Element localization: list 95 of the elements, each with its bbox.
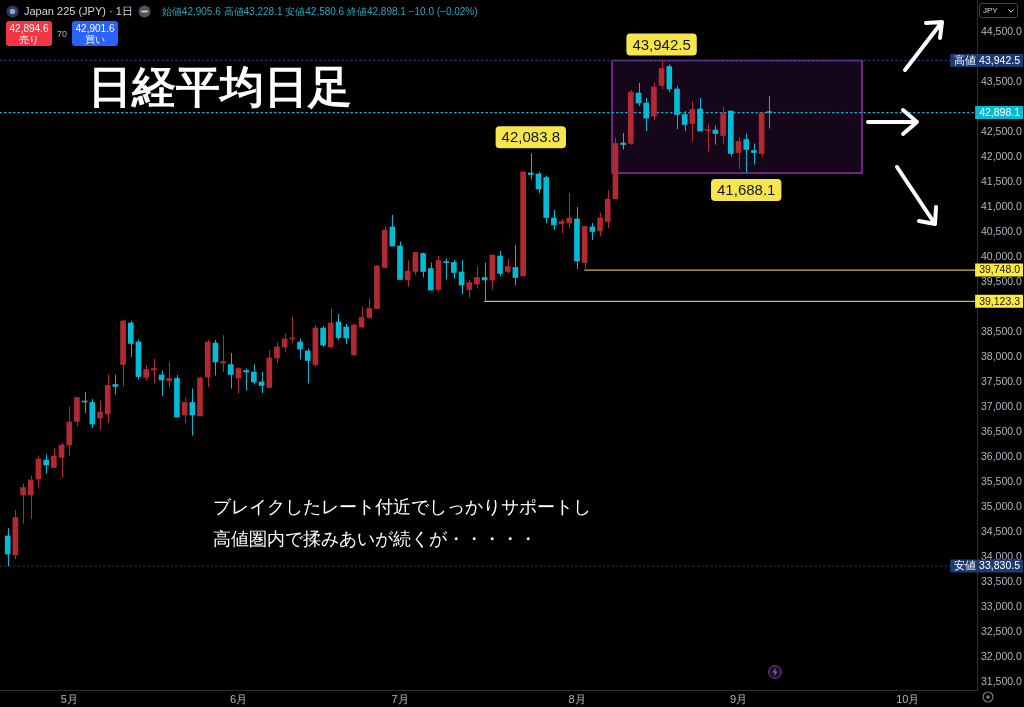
candlestick bbox=[443, 258, 450, 280]
buy-button: 42,901.6 買い bbox=[72, 21, 118, 46]
y-tick-label: 37,500.0 bbox=[981, 375, 1023, 388]
ref-line-label: 39,748.0 bbox=[979, 263, 1021, 276]
candlestick bbox=[751, 143, 757, 165]
candlestick bbox=[404, 260, 411, 287]
candlestick bbox=[689, 100, 696, 142]
candlestick bbox=[720, 106, 726, 145]
candlestick bbox=[551, 209, 557, 231]
candlestick bbox=[420, 252, 426, 278]
y-tick-label: 44,500.0 bbox=[981, 25, 1023, 38]
candlestick bbox=[189, 388, 196, 436]
candlestick bbox=[497, 250, 503, 277]
x-tick-label: 6月 bbox=[229, 692, 248, 705]
ref-line-label: 高値 43,942.5 bbox=[954, 53, 1021, 66]
annotation: 41,688.1 bbox=[717, 181, 776, 199]
candlestick bbox=[227, 352, 234, 389]
x-tick-label: 9月 bbox=[729, 692, 748, 705]
candlestick bbox=[451, 259, 457, 279]
x-tick-label: 7月 bbox=[391, 692, 409, 705]
candlestick bbox=[66, 406, 73, 456]
currency-dropdown: JPY bbox=[979, 3, 1018, 18]
candlestick bbox=[4, 527, 11, 567]
ref-line-label: 42,898.1 bbox=[979, 105, 1021, 118]
annotation: 高値圏内で揉みあいが続くが・・・・・ bbox=[213, 528, 537, 550]
sell-button: 42,894.6 売り bbox=[6, 21, 52, 46]
y-tick-label: 36,000.0 bbox=[981, 450, 1023, 463]
candlestick bbox=[427, 262, 434, 291]
candlestick bbox=[97, 400, 103, 431]
y-tick-label: 41,000.0 bbox=[981, 200, 1023, 213]
y-tick-label: 35,500.0 bbox=[981, 475, 1023, 488]
candlestick bbox=[597, 212, 603, 237]
annotation: 売り bbox=[19, 33, 39, 45]
y-tick-label: 35,000.0 bbox=[981, 500, 1023, 513]
candlestick bbox=[527, 152, 534, 180]
candlestick bbox=[743, 133, 750, 174]
annotation: 始値42,905.6 高値43,228.1 安値42,580.6 終値42,898.1 −10.0 (−0.02%) bbox=[161, 4, 478, 18]
candlestick bbox=[735, 136, 742, 170]
candlestick bbox=[297, 338, 303, 360]
candlestick bbox=[304, 348, 311, 384]
candlestick bbox=[27, 475, 34, 520]
y-tick-label: 37,000.0 bbox=[981, 400, 1023, 413]
y-tick-label: 42,000.0 bbox=[981, 150, 1023, 163]
annotation: 43,942.5 bbox=[632, 35, 691, 53]
candlestick bbox=[343, 323, 350, 345]
y-tick-label: 42,500.0 bbox=[981, 125, 1023, 138]
candlestick bbox=[20, 483, 26, 524]
candlestick bbox=[666, 64, 673, 93]
candlestick bbox=[704, 123, 711, 152]
y-tick-label: 38,500.0 bbox=[981, 325, 1023, 338]
candlestick bbox=[412, 252, 419, 276]
y-tick-label: 32,000.0 bbox=[981, 650, 1023, 663]
x-tick-label: 8月 bbox=[568, 692, 586, 705]
ref-line-label: 安値 33,830.5 bbox=[954, 559, 1021, 572]
y-tick-label: 43,500.0 bbox=[981, 75, 1023, 88]
text: 日経平均日足 bbox=[88, 62, 352, 112]
x-tick-label: 10月 bbox=[896, 692, 920, 705]
candlestick bbox=[43, 454, 49, 474]
candlestick bbox=[51, 447, 57, 468]
candlestick bbox=[166, 361, 173, 388]
y-tick-label: 34,500.0 bbox=[981, 525, 1023, 538]
candlestick bbox=[320, 325, 326, 348]
candlestick bbox=[366, 298, 373, 320]
y-tick-label: 39,500.0 bbox=[981, 275, 1023, 288]
annotation: 42,083.8 bbox=[501, 128, 561, 146]
candlestick bbox=[274, 341, 280, 364]
y-tick-label: 36,500.0 bbox=[981, 425, 1023, 438]
annotation: 42,894.6 bbox=[9, 22, 49, 34]
annotation: 買い bbox=[85, 33, 105, 45]
candlestick bbox=[220, 334, 226, 373]
candlestick bbox=[512, 244, 519, 286]
chart-subtitle: Japan 225 (JPY) · 1日 bbox=[24, 4, 133, 18]
candlestick bbox=[658, 59, 665, 90]
y-tick-label: 32,500.0 bbox=[981, 625, 1023, 638]
y-tick-label: 38,000.0 bbox=[981, 350, 1023, 363]
y-tick-label: 40,500.0 bbox=[981, 225, 1023, 238]
annotation: 70 bbox=[57, 28, 68, 39]
x-tick-label: 5月 bbox=[60, 692, 78, 705]
candlestick bbox=[112, 374, 119, 395]
candlestick bbox=[474, 266, 480, 289]
y-tick-label: 33,000.0 bbox=[981, 600, 1023, 613]
annotation: 42,901.6 bbox=[75, 22, 115, 34]
candlestick bbox=[151, 358, 157, 384]
candlestick bbox=[243, 368, 249, 391]
candlestick bbox=[127, 320, 134, 358]
y-tick-label: 31,500.0 bbox=[981, 675, 1023, 688]
candlestick bbox=[89, 398, 96, 429]
annotation: ブレイクしたレート付近でしっかりサポートし bbox=[213, 496, 591, 518]
y-tick-label: 33,500.0 bbox=[981, 575, 1023, 588]
ref-line-label: 39,123.3 bbox=[979, 294, 1021, 307]
candlestick bbox=[604, 190, 611, 229]
candlestick bbox=[566, 192, 573, 229]
candlestick bbox=[251, 364, 257, 385]
y-tick-label: 41,500.0 bbox=[981, 175, 1023, 188]
y-tick-label: 40,000.0 bbox=[981, 250, 1023, 263]
